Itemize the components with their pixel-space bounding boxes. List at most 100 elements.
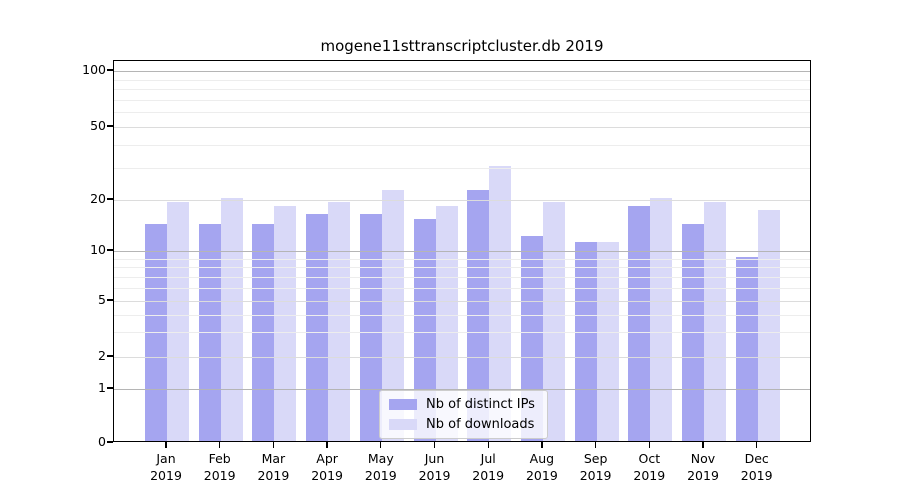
legend-item-downloads: Nb of downloads <box>389 417 535 432</box>
gridline-minor-8 <box>114 267 810 269</box>
bar-feb-downloads <box>220 198 243 441</box>
xtick-label-jun: Jun 2019 <box>408 450 462 484</box>
bar-apr-distinct-ips <box>306 214 329 441</box>
xtick-month: Feb <box>208 451 231 466</box>
xtick-month: Sep <box>583 451 608 466</box>
xtick-label-sep: Sep 2019 <box>569 450 623 484</box>
xtick-mark-oct <box>648 442 650 448</box>
xtick-label-may: May 2019 <box>354 450 408 484</box>
bar-jul-distinct-ips <box>467 190 490 441</box>
bar-sep-distinct-ips <box>574 242 597 441</box>
ytick-label-5: 5 <box>98 292 106 307</box>
bar-mar-downloads <box>274 205 297 441</box>
xtick-year: 2019 <box>203 468 236 483</box>
ytick-mark-2 <box>107 355 113 357</box>
gridline-medium-2 <box>114 357 810 358</box>
ytick-mark-10 <box>107 249 113 251</box>
ytick-label-20: 20 <box>90 191 106 206</box>
xtick-label-dec: Dec 2019 <box>730 450 784 484</box>
xtick-mark-dec <box>756 442 758 448</box>
legend-label-downloads: Nb of downloads <box>426 417 535 432</box>
xtick-mark-apr <box>326 442 328 448</box>
xtick-mark-sep <box>594 442 597 448</box>
bar-dec-downloads <box>757 209 780 441</box>
ytick-label-2: 2 <box>98 348 106 363</box>
bar-nov-downloads <box>704 201 726 441</box>
bar-may-distinct-ips <box>359 214 382 441</box>
xtick-month: Nov <box>690 451 716 466</box>
gridline-minor-70 <box>114 99 810 101</box>
xtick-month: Dec <box>744 451 769 466</box>
bar-dec-distinct-ips <box>735 256 758 441</box>
gridline-minor-9 <box>114 258 810 260</box>
xtick-month: Mar <box>261 451 286 466</box>
legend-label-distinct-ips: Nb of distinct IPs <box>426 397 535 412</box>
xtick-year: 2019 <box>364 468 397 483</box>
xtick-label-mar: Mar 2019 <box>246 450 300 484</box>
xtick-label-nov: Nov 2019 <box>676 450 730 484</box>
xtick-month: May <box>367 451 394 466</box>
xtick-mark-feb <box>219 442 221 448</box>
ytick-label-50: 50 <box>90 118 106 133</box>
ytick-mark-20 <box>107 198 113 200</box>
gridline-minor-7 <box>114 276 810 278</box>
plot-area: Nb of distinct IPs Nb of downloads <box>113 60 811 442</box>
ytick-label-0: 0 <box>98 434 106 449</box>
legend-swatch-distinct-ips <box>389 399 417 410</box>
ytick-label-1: 1 <box>98 380 106 395</box>
ytick-mark-50 <box>107 125 113 127</box>
gridline-minor-60 <box>114 112 810 114</box>
gridline-major-10 <box>114 251 810 252</box>
gridline-minor-6 <box>114 287 810 289</box>
gridline-minor-30 <box>114 167 810 169</box>
xtick-mark-jun <box>433 442 436 448</box>
xtick-year: 2019 <box>472 468 505 483</box>
xtick-label-feb: Feb 2019 <box>193 450 247 484</box>
ytick-mark-1 <box>107 387 113 389</box>
xtick-mark-mar <box>272 442 275 448</box>
xtick-month: Jul <box>480 451 496 466</box>
xtick-year: 2019 <box>257 468 290 483</box>
xtick-mark-nov <box>702 442 704 448</box>
gridline-minor-90 <box>114 79 810 81</box>
bar-aug-downloads <box>542 201 565 441</box>
xtick-month: Oct <box>638 451 661 466</box>
legend: Nb of distinct IPs Nb of downloads <box>379 390 548 439</box>
bar-sep-downloads <box>596 242 619 441</box>
bar-jun-downloads <box>435 205 458 441</box>
ytick-mark-0 <box>107 441 113 443</box>
xtick-year: 2019 <box>311 468 343 483</box>
xtick-month: Apr <box>316 451 338 466</box>
gridline-major-1 <box>114 389 810 390</box>
bar-may-downloads <box>381 190 404 441</box>
xtick-label-oct: Oct 2019 <box>622 450 676 484</box>
chart-title: mogene11sttranscriptcluster.db 2019 <box>320 37 604 55</box>
xtick-mark-jan <box>165 442 167 448</box>
xtick-year: 2019 <box>525 468 558 483</box>
gridline-minor-4 <box>114 314 810 316</box>
xtick-year: 2019 <box>150 468 182 483</box>
xtick-mark-aug <box>541 442 543 448</box>
gridline-medium-50 <box>114 127 810 128</box>
bar-apr-downloads <box>328 201 351 441</box>
gridline-major-100 <box>114 71 810 72</box>
gridline-minor-3 <box>114 332 810 334</box>
bar-oct-downloads <box>650 198 673 441</box>
ytick-mark-100 <box>107 69 113 71</box>
gridline-minor-40 <box>114 144 810 146</box>
xtick-label-jan: Jan 2019 <box>139 450 193 484</box>
xtick-year: 2019 <box>687 468 719 483</box>
xtick-label-apr: Apr 2019 <box>300 450 354 484</box>
xtick-label-jul: Jul 2019 <box>461 450 515 484</box>
ytick-mark-5 <box>107 299 113 301</box>
xtick-mark-may <box>380 442 382 448</box>
gridline-minor-80 <box>114 89 810 91</box>
xtick-month: Jun <box>424 451 445 466</box>
gridline-medium-20 <box>114 200 810 201</box>
bar-oct-distinct-ips <box>628 205 651 441</box>
ytick-label-100: 100 <box>82 62 106 77</box>
xtick-year: 2019 <box>418 468 451 483</box>
ytick-label-10: 10 <box>90 242 106 257</box>
xtick-year: 2019 <box>740 468 773 483</box>
